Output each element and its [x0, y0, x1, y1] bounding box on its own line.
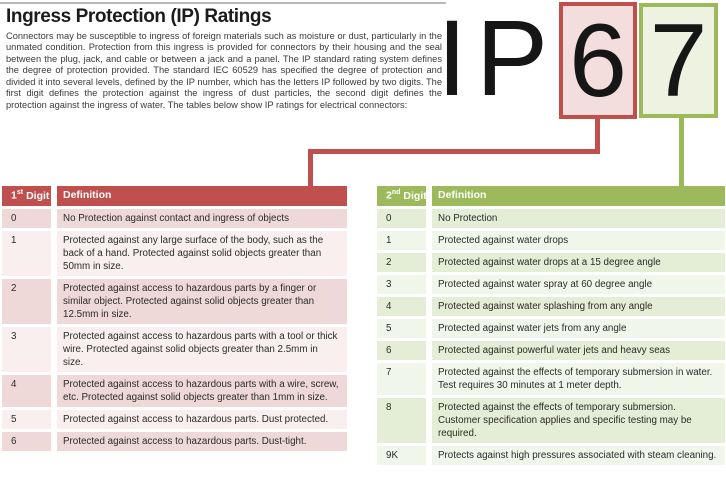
definition-cell: Protected against water drops at a 15 de… — [426, 249, 725, 273]
table-row: 0 No Protection — [377, 205, 725, 229]
definition-cell: No Protection — [426, 205, 725, 229]
table-row: 8 Protected against the effects of tempo… — [377, 394, 725, 444]
definition-cell: Protected against access to hazardous pa… — [51, 371, 347, 408]
definition-cell: Protected against any large surface of t… — [51, 227, 347, 277]
definition-cell: Protected against the effects of tempora… — [426, 359, 725, 396]
digit-cell: 0 — [377, 205, 429, 229]
definition-cell: Protected against water spray at 60 degr… — [426, 271, 725, 295]
ip-letter-i: I — [436, 0, 467, 118]
digit-cell: 0 — [2, 205, 54, 229]
table-row: 1 Protected against any large surface of… — [2, 227, 347, 277]
first-digit-connector-horizontal — [308, 149, 600, 154]
intro-paragraph: Connectors may be susceptible to ingress… — [6, 31, 442, 110]
second-definition-column-header: Definition — [426, 186, 725, 207]
table-row: 9K Protects against high pressures assoc… — [377, 442, 725, 465]
second-digit-table: 2nd Digit Definition 0 No Protection 1 Pr… — [377, 186, 725, 465]
definition-cell: Protected against access to hazardous pa… — [51, 323, 347, 373]
digit-cell: 9K — [377, 442, 429, 465]
digit-cell: 1 — [2, 227, 54, 277]
definition-cell: Protected against water drops — [426, 227, 725, 251]
digit-cell: 5 — [2, 406, 54, 430]
second-digit-connector-vertical — [679, 116, 684, 188]
digit-cell: 2 — [2, 275, 54, 325]
table-row: 3 Protected against access to hazardous … — [2, 323, 347, 373]
table-row: 1 Protected against water drops — [377, 227, 725, 251]
digit-cell: 4 — [377, 293, 429, 317]
digit-cell: 4 — [2, 371, 54, 408]
definition-cell: Protected against the effects of tempora… — [426, 394, 725, 444]
first-digit-table-header-row: 1st Digit Definition — [2, 186, 347, 207]
table-row: 3 Protected against water spray at 60 de… — [377, 271, 725, 295]
digit-cell: 6 — [377, 337, 429, 361]
first-definition-column-header: Definition — [51, 186, 347, 207]
second-digit-column-header: 2nd Digit — [377, 186, 429, 207]
first-digit-column-header: 1st Digit — [2, 186, 54, 207]
table-row: 0 No Protection against contact and ingr… — [2, 205, 347, 229]
digit-cell: 7 — [377, 359, 429, 396]
table-row: 5 Protected against water jets from any … — [377, 315, 725, 339]
definition-cell: Protected against access to hazardous pa… — [51, 275, 347, 325]
first-digit-table: 1st Digit Definition 0 No Protection agai… — [2, 186, 347, 451]
digit-cell: 3 — [377, 271, 429, 295]
digit-cell: 5 — [377, 315, 429, 339]
definition-cell: No Protection against contact and ingres… — [51, 205, 347, 229]
definition-cell: Protected against powerful water jets an… — [426, 337, 725, 361]
table-row: 4 Protected against water splashing from… — [377, 293, 725, 317]
table-row: 5 Protected against access to hazardous … — [2, 406, 347, 430]
digit-cell: 8 — [377, 394, 429, 444]
first-digit-connector-stub — [308, 149, 313, 187]
digit-cell: 2 — [377, 249, 429, 273]
table-row: 7 Protected against the effects of tempo… — [377, 359, 725, 396]
second-digit-table-header-row: 2nd Digit Definition — [377, 186, 725, 207]
definition-cell: Protected against water splashing from a… — [426, 293, 725, 317]
definition-cell: Protected against access to hazardous pa… — [51, 406, 347, 430]
definition-cell: Protects against high pressures associat… — [426, 442, 725, 465]
digit-cell: 6 — [2, 428, 54, 451]
definition-cell: Protected against water jets from any an… — [426, 315, 725, 339]
definition-cell: Protected against access to hazardous pa… — [51, 428, 347, 451]
second-digit-box: 7 — [639, 3, 718, 118]
second-digit-value: 7 — [649, 2, 708, 119]
table-row: 6 Protected against powerful water jets … — [377, 337, 725, 361]
first-digit-value: 6 — [569, 2, 627, 119]
first-digit-connector-vertical — [595, 118, 600, 154]
digit-cell: 1 — [377, 227, 429, 251]
top-divider — [0, 2, 446, 4]
page-title: Ingress Protection (IP) Ratings — [6, 6, 272, 27]
digit-cell: 3 — [2, 323, 54, 373]
table-row: 4 Protected against access to hazardous … — [2, 371, 347, 408]
table-row: 2 Protected against water drops at a 15 … — [377, 249, 725, 273]
table-row: 6 Protected against access to hazardous … — [2, 428, 347, 451]
ip-letter-p: P — [475, 0, 549, 118]
table-row: 2 Protected against access to hazardous … — [2, 275, 347, 325]
first-digit-box: 6 — [559, 2, 637, 119]
